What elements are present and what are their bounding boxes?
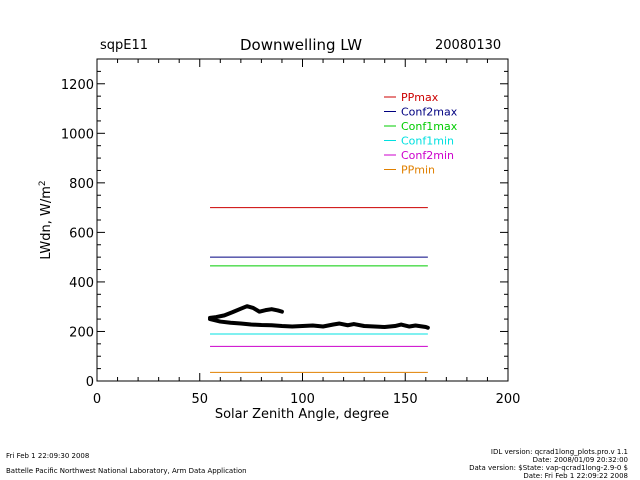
- measured-segment-1: [208, 304, 284, 320]
- measured-data: [208, 304, 430, 330]
- y-axis-label-superscript: 2: [38, 180, 48, 186]
- y-tick-label: 1000: [61, 127, 94, 142]
- y-tick-label: 800: [69, 177, 94, 192]
- y-tick-label: 0: [86, 375, 94, 390]
- x-tick-label: 50: [191, 392, 208, 407]
- measured-segment-2: [208, 317, 430, 330]
- legend-label-ppmax: PPmax: [401, 91, 439, 104]
- legend-label-conf1max: Conf1max: [401, 120, 458, 133]
- x-tick-label: 100: [290, 392, 315, 407]
- site-id: sqpE11: [100, 38, 149, 53]
- y-tick-label: 600: [69, 226, 94, 241]
- x-axis-label: Solar Zenith Angle, degree: [215, 407, 389, 422]
- footer-idl-version: IDL version: qcrad1long_plots.pro.v 1.1: [490, 448, 628, 456]
- x-tick-label: 200: [496, 392, 521, 407]
- y-tick-label: 1200: [61, 78, 94, 93]
- series-lines: [210, 207, 428, 373]
- footer-data-version: Data version: $State: vap-qcrad1long-2.9…: [469, 464, 628, 472]
- y-tick-label: 400: [69, 276, 94, 291]
- x-tick-label: 150: [393, 392, 418, 407]
- chart-date: 20080130: [435, 38, 502, 53]
- legend-label-conf2min: Conf2min: [401, 149, 454, 162]
- legend-label-conf2max: Conf2max: [401, 106, 458, 119]
- y-tick-label: 200: [69, 325, 94, 340]
- axis-ticks: 0 50 100 150 200 0 200 400 600 800 1000 1200: [61, 58, 521, 407]
- svg-text:LWdn, W/m2: LWdn, W/m2: [38, 180, 54, 259]
- footer-data-date: Date: Fri Feb 1 22:09:22 2008: [523, 472, 628, 480]
- x-tick-label: 0: [93, 392, 101, 407]
- legend-label-ppmin: PPmin: [401, 164, 435, 177]
- chart-title: Downwelling LW: [240, 36, 363, 54]
- footer-timestamp: Fri Feb 1 22:09:30 2008: [6, 452, 90, 460]
- footer-idl-date: Date: 2008/01/09 20:32:00: [532, 456, 628, 464]
- footer-institution: Battelle Pacific Northwest National Labo…: [6, 467, 247, 475]
- y-axis-label: LWdn, W/m: [39, 186, 54, 260]
- legend-label-conf1min: Conf1min: [401, 135, 454, 148]
- y-axis-label-group: LWdn, W/m2: [38, 180, 54, 259]
